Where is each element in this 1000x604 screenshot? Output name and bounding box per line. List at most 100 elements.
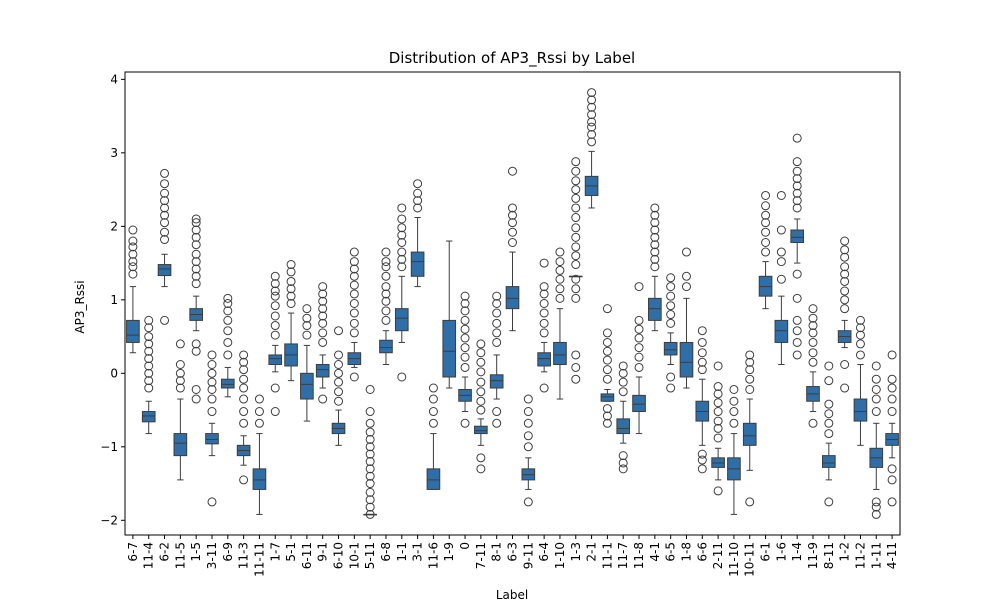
box-iqr: [394, 308, 409, 332]
outlier-point: [270, 301, 280, 311]
outlier-point: [239, 374, 249, 384]
outlier-point: [476, 464, 486, 474]
box-6-8: [379, 247, 393, 365]
outlier-point: [571, 166, 581, 176]
box-6-2: [157, 168, 172, 325]
outlier-point: [602, 365, 612, 375]
outlier-point: [634, 282, 644, 292]
outlier-point: [413, 196, 423, 206]
x-tick-label: 9-11: [521, 542, 535, 569]
outlier-point: [792, 174, 802, 184]
outlier-point: [792, 157, 802, 167]
outlier-point: [349, 308, 359, 318]
box-iqr: [173, 433, 188, 457]
box-3-1: [410, 179, 425, 288]
outlier-point: [808, 357, 818, 367]
x-tick-label: 11-1: [600, 542, 614, 569]
outlier-point: [160, 196, 170, 206]
outlier-point: [666, 301, 676, 311]
outlier-point: [571, 284, 581, 294]
box-iqr: [252, 468, 267, 490]
outlier-point: [365, 449, 375, 459]
outlier-point: [460, 291, 470, 301]
outlier-point: [555, 247, 565, 257]
outlier-point: [713, 389, 723, 399]
box-5-1: [284, 260, 298, 382]
outlier-point: [523, 497, 533, 507]
outlier-point: [492, 337, 502, 347]
outlier-point: [365, 509, 375, 519]
outlier-point: [824, 418, 834, 428]
outlier-point: [365, 495, 375, 505]
outlier-point: [460, 306, 470, 316]
box-2-11: [711, 361, 725, 496]
box-iqr: [616, 418, 631, 435]
outlier-point: [571, 203, 581, 213]
outlier-point: [602, 418, 612, 428]
outlier-point: [492, 318, 502, 328]
outlier-point: [523, 431, 533, 441]
x-tick-label: 6-1: [759, 542, 773, 562]
outlier-point: [476, 377, 486, 387]
outlier-point: [128, 262, 138, 272]
box-6-6: [695, 326, 710, 474]
outlier-point: [539, 318, 549, 328]
outlier-point: [318, 304, 328, 314]
outlier-point: [602, 337, 612, 347]
outlier-point: [508, 227, 517, 237]
box-iqr: [220, 378, 235, 389]
outlier-point: [729, 407, 739, 417]
x-tick-label: 11-11: [252, 542, 266, 577]
outlier-point: [223, 315, 233, 325]
outlier-point: [713, 398, 723, 408]
outlier-point: [776, 247, 786, 257]
outlier-point: [602, 374, 612, 384]
outlier-point: [223, 337, 233, 347]
outlier-point: [318, 328, 328, 338]
outlier-point: [223, 326, 233, 336]
outlier-point: [476, 357, 486, 367]
outlier-point: [824, 429, 834, 439]
box-iqr: [853, 398, 868, 422]
y-tick-label: 2: [110, 219, 118, 233]
outlier-point: [207, 407, 217, 417]
outlier-point: [270, 271, 280, 281]
x-tick-label: 1-2: [838, 542, 852, 562]
x-tick-label: 1-7: [268, 542, 282, 562]
box-3-11: [205, 350, 219, 507]
box-1-5: [189, 214, 203, 404]
box-6-11: [300, 304, 314, 422]
outlier-point: [349, 257, 359, 267]
x-tick-label: 9-1: [316, 542, 330, 562]
box-iqr: [489, 374, 504, 389]
outlier-point: [539, 308, 549, 318]
outlier-point: [128, 257, 138, 267]
outlier-point: [397, 262, 407, 272]
outlier-point: [761, 210, 771, 220]
box-9-11: [521, 394, 536, 507]
outlier-point: [602, 328, 612, 338]
outlier-point: [175, 368, 185, 378]
outlier-point: [286, 276, 296, 286]
outlier-point: [855, 315, 865, 325]
outlier-point: [840, 295, 850, 305]
outlier-point: [618, 361, 628, 371]
outlier-point: [871, 407, 881, 417]
box-11-5: [173, 339, 188, 481]
outlier-point: [713, 382, 723, 392]
outlier-point: [666, 318, 676, 328]
x-tick-label: 8-1: [490, 542, 504, 562]
x-tick-label: 11-7: [616, 542, 630, 569]
outlier-point: [650, 218, 660, 228]
box-8-1: [489, 291, 504, 428]
outlier-point: [239, 394, 249, 404]
outlier-point: [508, 238, 517, 248]
outlier-point: [207, 377, 217, 387]
outlier-point: [587, 95, 597, 105]
outlier-point: [792, 315, 802, 325]
outlier-point: [508, 166, 517, 176]
outlier-point: [650, 254, 660, 264]
outlier-point: [318, 311, 328, 321]
outlier-point: [318, 394, 328, 404]
outlier-point: [571, 362, 581, 372]
